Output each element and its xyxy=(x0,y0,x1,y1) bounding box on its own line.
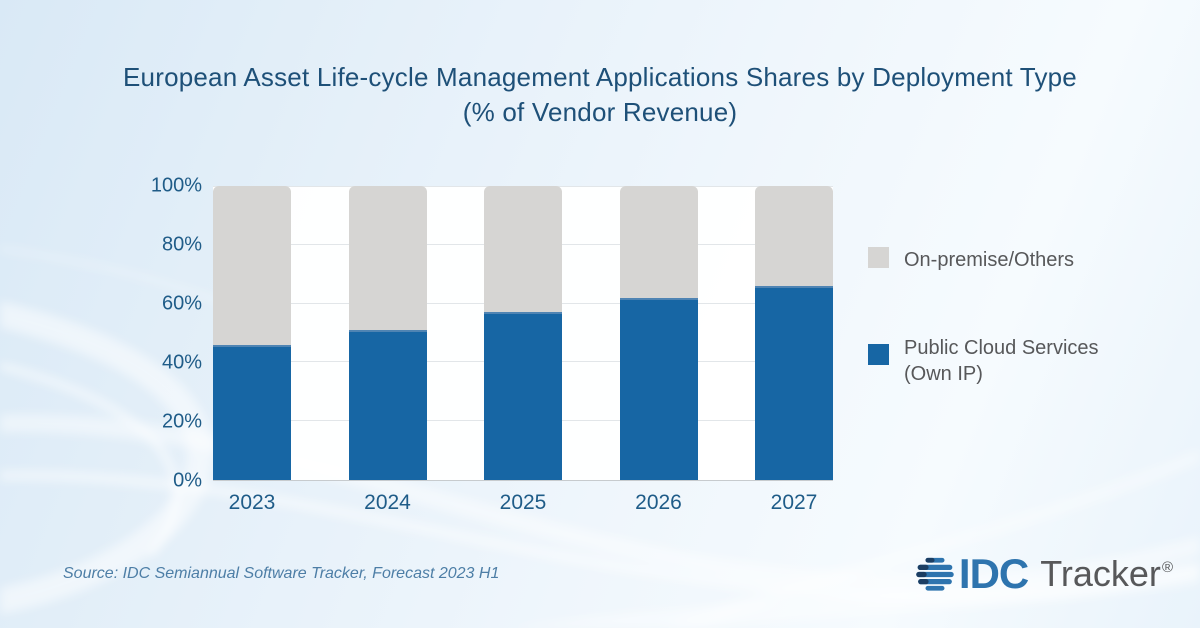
segment-on-premise-2023 xyxy=(213,186,291,345)
y-tick-label-60: 60% xyxy=(161,292,202,315)
logo-product-text: Tracker® xyxy=(1040,553,1173,595)
segment-public-cloud-2025 xyxy=(484,312,562,480)
bar-2024 xyxy=(348,186,427,480)
bar-2025 xyxy=(484,186,562,480)
chart-title-line2: (% of Vendor Revenue) xyxy=(462,97,738,127)
segment-public-cloud-2024 xyxy=(348,330,427,480)
logo-brand-text: IDC xyxy=(958,550,1029,597)
y-axis: 0% 20% 40% 60% 80% 100% xyxy=(110,175,202,492)
plot-area xyxy=(213,186,833,481)
registered-mark: ® xyxy=(1161,559,1173,576)
segment-public-cloud-2026 xyxy=(619,297,698,480)
y-tick-label-40: 40% xyxy=(161,351,202,374)
x-tick-label-2025: 2025 xyxy=(499,491,547,514)
bar-2023 xyxy=(213,186,291,480)
bar-2026 xyxy=(619,186,698,480)
legend-label-public-cloud-line1: Public Cloud Services xyxy=(904,337,1099,359)
segment-public-cloud-2027 xyxy=(755,285,833,480)
y-tick-label-0: 0% xyxy=(173,469,202,492)
idc-tracker-logo: IDC Tracker® xyxy=(916,550,1173,598)
segment-public-cloud-2023 xyxy=(213,344,291,480)
x-tick-label-2027: 2027 xyxy=(770,491,818,514)
legend-item-on-premise: On-premise/Others xyxy=(868,247,1099,273)
idc-globe-icon xyxy=(916,557,954,591)
segment-on-premise-2025 xyxy=(484,186,562,313)
bars xyxy=(213,186,833,480)
legend-label-public-cloud: Public Cloud Services (Own IP) xyxy=(904,335,1099,387)
segment-on-premise-2027 xyxy=(755,186,833,286)
chart-title-line1: European Asset Life-cycle Management App… xyxy=(123,62,1077,92)
y-tick-label-100: 100% xyxy=(150,174,202,197)
legend-label-public-cloud-line2: (Own IP) xyxy=(904,363,983,385)
x-axis: 2023 2024 2025 2026 2027 xyxy=(213,491,833,515)
x-tick-label-2024: 2024 xyxy=(364,491,411,514)
legend-label-on-premise: On-premise/Others xyxy=(904,249,1075,271)
x-tick-label-2023: 2023 xyxy=(228,491,276,514)
segment-on-premise-2024 xyxy=(348,186,427,331)
legend-swatch-on-premise xyxy=(868,247,889,268)
bar-2027 xyxy=(755,186,833,480)
source-note: Source: IDC Semiannual Software Tracker,… xyxy=(63,565,500,582)
segment-on-premise-2026 xyxy=(619,186,698,298)
chart-title: European Asset Life-cycle Management App… xyxy=(0,60,1200,130)
legend-swatch-public-cloud xyxy=(868,344,889,365)
legend-item-public-cloud: Public Cloud Services (Own IP) xyxy=(868,335,1099,387)
legend: On-premise/Others Public Cloud Services … xyxy=(868,247,1099,387)
x-tick-label-2026: 2026 xyxy=(635,491,682,514)
logo-product-word: Tracker xyxy=(1040,553,1161,594)
y-tick-label-80: 80% xyxy=(161,233,202,256)
y-tick-label-20: 20% xyxy=(161,410,202,433)
